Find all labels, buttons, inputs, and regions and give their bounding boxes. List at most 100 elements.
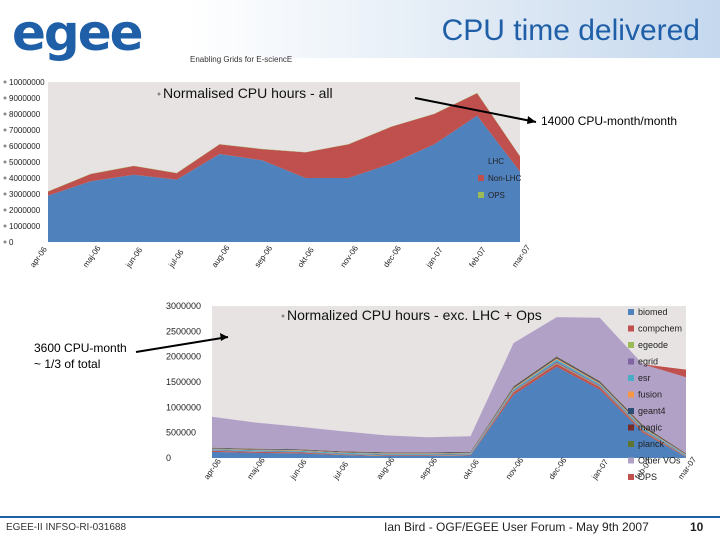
x-tick-label: jun-06	[124, 245, 145, 270]
x-tick-label: apr-06	[28, 245, 49, 270]
legend-label: fusion	[638, 390, 662, 400]
area-series-other-vos	[212, 317, 686, 454]
legend-swatch	[628, 375, 634, 381]
y-tick-bullet	[3, 96, 7, 100]
slide-title: CPU time delivered	[441, 14, 700, 47]
callout-bottom-arrow	[135, 336, 229, 353]
x-tick-label: jul-06	[331, 460, 350, 482]
chart-title: Normalized CPU hours - exc. LHC + Ops	[287, 307, 542, 323]
y-tick-bullet	[3, 128, 7, 132]
legend-label: LHC	[488, 157, 504, 166]
y-tick-label: 500000	[166, 428, 196, 438]
legend-label: OPS	[488, 191, 505, 200]
callout-bottom-line1: 3600 CPU-month	[34, 341, 127, 355]
y-tick-bullet	[3, 208, 7, 212]
x-tick-label: aug-06	[210, 243, 232, 269]
legend-swatch	[628, 474, 634, 480]
y-tick-bullet	[3, 160, 7, 164]
chart-title: Normalised CPU hours - all	[163, 85, 333, 101]
y-tick-label: 5000000	[9, 158, 41, 167]
y-tick-label: 2500000	[166, 326, 201, 336]
legend-label: Other VOs	[638, 456, 681, 466]
x-tick-label: jan-07	[424, 245, 445, 270]
logo-area: egee	[0, 0, 190, 66]
legend-label: magic	[638, 423, 663, 433]
x-tick-label: mar-07	[510, 243, 532, 269]
legend-swatch	[628, 325, 634, 332]
legend-label: planck	[638, 439, 665, 449]
x-tick-label: nov-06	[339, 243, 361, 269]
egee-logo: egee	[12, 4, 144, 62]
y-tick-label: 1000000	[9, 222, 41, 231]
x-tick-label: okt-06	[461, 457, 481, 481]
y-tick-bullet	[3, 112, 7, 116]
legend-swatch	[628, 309, 634, 315]
area-series-non-lhc	[48, 93, 520, 196]
legend-label: egeode	[638, 340, 668, 350]
y-tick-bullet	[3, 224, 7, 228]
x-tick-label: jan-07	[590, 457, 611, 482]
area-series-lhc	[48, 115, 520, 242]
y-tick-label: 0	[9, 238, 14, 247]
legend-swatch	[628, 408, 634, 414]
legend-swatch	[628, 457, 634, 464]
x-tick-label: aug-06	[375, 455, 397, 481]
legend-label: compchem	[638, 324, 682, 334]
y-tick-label: 3000000	[166, 301, 201, 311]
chart-title-bullet	[157, 92, 161, 96]
area-series-biomed	[212, 366, 686, 458]
legend-swatch	[628, 358, 634, 365]
y-tick-bullet	[3, 144, 7, 148]
legend-label: Non-LHC	[488, 174, 522, 183]
x-tick-label: apr-06	[202, 457, 223, 482]
x-tick-label: dec-06	[547, 455, 569, 481]
tagline: Enabling Grids for E-sciencE	[190, 55, 293, 64]
callout-top: 14000 CPU-month/month	[541, 114, 678, 128]
y-tick-label: 0	[166, 453, 171, 463]
x-tick-label: dec-06	[382, 243, 404, 269]
legend-swatch	[478, 175, 484, 181]
y-tick-label: 1000000	[166, 402, 201, 412]
callout-bottom-arrowhead	[220, 333, 228, 341]
x-tick-label: sep-06	[418, 455, 440, 481]
footer-divider	[0, 516, 720, 518]
legend-swatch	[628, 342, 634, 348]
y-tick-label: 6000000	[9, 142, 41, 151]
y-tick-label: 9000000	[9, 94, 41, 103]
legend-swatch	[628, 391, 634, 398]
legend-swatch	[628, 441, 634, 447]
page-number: 10	[690, 520, 704, 534]
footer-author-event: Ian Bird - OGF/EGEE User Forum - May 9th…	[384, 520, 649, 534]
legend-swatch	[478, 158, 484, 164]
legend-label: egrid	[638, 357, 658, 367]
x-tick-label: feb-07	[467, 245, 488, 269]
y-tick-label: 10000000	[9, 78, 45, 87]
legend-swatch	[628, 424, 634, 431]
y-tick-label: 2000000	[166, 352, 201, 362]
y-tick-label: 3000000	[9, 190, 41, 199]
x-tick-label: maj-06	[81, 244, 103, 270]
legend-label: esr	[638, 373, 651, 383]
x-tick-label: maj-06	[245, 456, 267, 482]
x-tick-label: sep-06	[253, 243, 275, 269]
legend-label: OPS	[638, 472, 657, 482]
legend-label: geant4	[638, 406, 666, 416]
x-tick-label: nov-06	[504, 455, 526, 481]
y-tick-bullet	[3, 176, 7, 180]
y-tick-label: 1500000	[166, 377, 201, 387]
callout-bottom: 3600 CPU-month ~ 1/3 of total	[34, 340, 127, 372]
slide-header: egee CPU time delivered Enabling Grids f…	[0, 0, 720, 66]
legend-label: biomed	[638, 307, 668, 317]
callout-top-arrowhead	[527, 116, 536, 124]
x-tick-label: okt-06	[296, 245, 316, 269]
title-bar: CPU time delivered	[185, 0, 720, 58]
y-tick-label: 8000000	[9, 110, 41, 119]
y-tick-bullet	[3, 192, 7, 196]
y-tick-label: 2000000	[9, 206, 41, 215]
x-tick-label: jun-06	[288, 457, 309, 482]
callout-top-arrow	[414, 97, 537, 123]
footer-project-id: EGEE-II INFSO-RI-031688	[6, 522, 127, 533]
legend-swatch	[478, 192, 484, 198]
y-tick-label: 7000000	[9, 126, 41, 135]
